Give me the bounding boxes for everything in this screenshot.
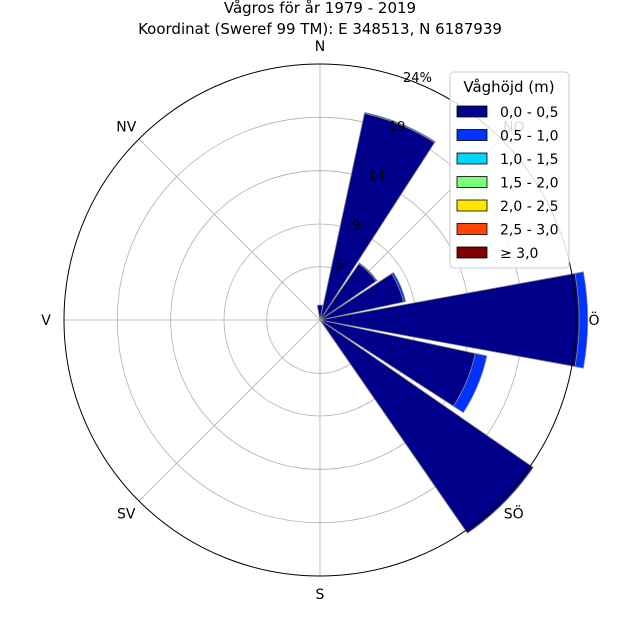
legend-swatch-2 (456, 152, 488, 165)
bar-sector-6-class-0 (319, 319, 534, 534)
radial-tick-labels: 5 9 14 19 24% (336, 71, 432, 273)
legend-label-0: 0,0 - 0,5 (500, 105, 558, 121)
legend-label-2: 1,0 - 1,5 (500, 152, 558, 168)
legend-swatch-4 (456, 199, 488, 212)
outer-ring (63, 63, 577, 577)
legend-label-3: 1,5 - 2,0 (500, 176, 558, 192)
direction-label-V: V (41, 313, 51, 329)
chart-title: Vågros för år 1979 - 2019 (224, 0, 416, 17)
radial-tick-label-2: 14 (368, 169, 385, 184)
grid-spoke-5 (138, 319, 321, 502)
bar-sector-0-class-0 (316, 304, 324, 321)
legend-swatch-3 (456, 176, 488, 188)
bar-sector-1-class-1 (363, 112, 436, 144)
legend-swatch-0 (456, 105, 488, 118)
legend-title: Våghöjd (m) (463, 78, 554, 96)
legend: Våghöjd (m) 0,0 - 0,5 0,5 - 1,0 1,0 - 1,5 1… (449, 71, 570, 269)
grid-spoke-7 (138, 138, 321, 321)
direction-label-Ö: Ö (588, 311, 599, 329)
legend-swatch-5 (456, 223, 488, 235)
bar-sector-2-class-1 (358, 262, 378, 282)
bar-sector-4-class-1 (574, 271, 589, 369)
legend-box (449, 71, 570, 269)
sector-bars (316, 112, 589, 534)
legend-label-4: 2,0 - 2,5 (500, 199, 558, 215)
radial-tick-label-3: 19 (389, 120, 406, 135)
direction-label-NV: NV (116, 119, 136, 135)
radial-tick-label-4: 24% (403, 71, 432, 86)
legend-label-5: 2,5 - 3,0 (500, 223, 558, 239)
direction-label-SV: SV (117, 507, 136, 523)
chart-subtitle: Koordinat (Sweref 99 TM): E 348513, N 61… (138, 20, 502, 38)
direction-label-N: N (315, 39, 325, 55)
direction-label-S: S (316, 587, 325, 603)
legend-label-1: 0,5 - 1,0 (500, 129, 558, 145)
radial-tick-label-1: 9 (352, 219, 360, 234)
legend-label-6: ≥ 3,0 (500, 246, 538, 262)
legend-swatch-6 (456, 246, 488, 259)
bar-sector-3-class-1 (391, 272, 406, 303)
bar-sector-5-class-1 (452, 352, 488, 414)
direction-label-SÖ: SÖ (504, 505, 524, 523)
legend-swatch-1 (456, 129, 488, 141)
radial-tick-label-0: 5 (336, 258, 344, 273)
